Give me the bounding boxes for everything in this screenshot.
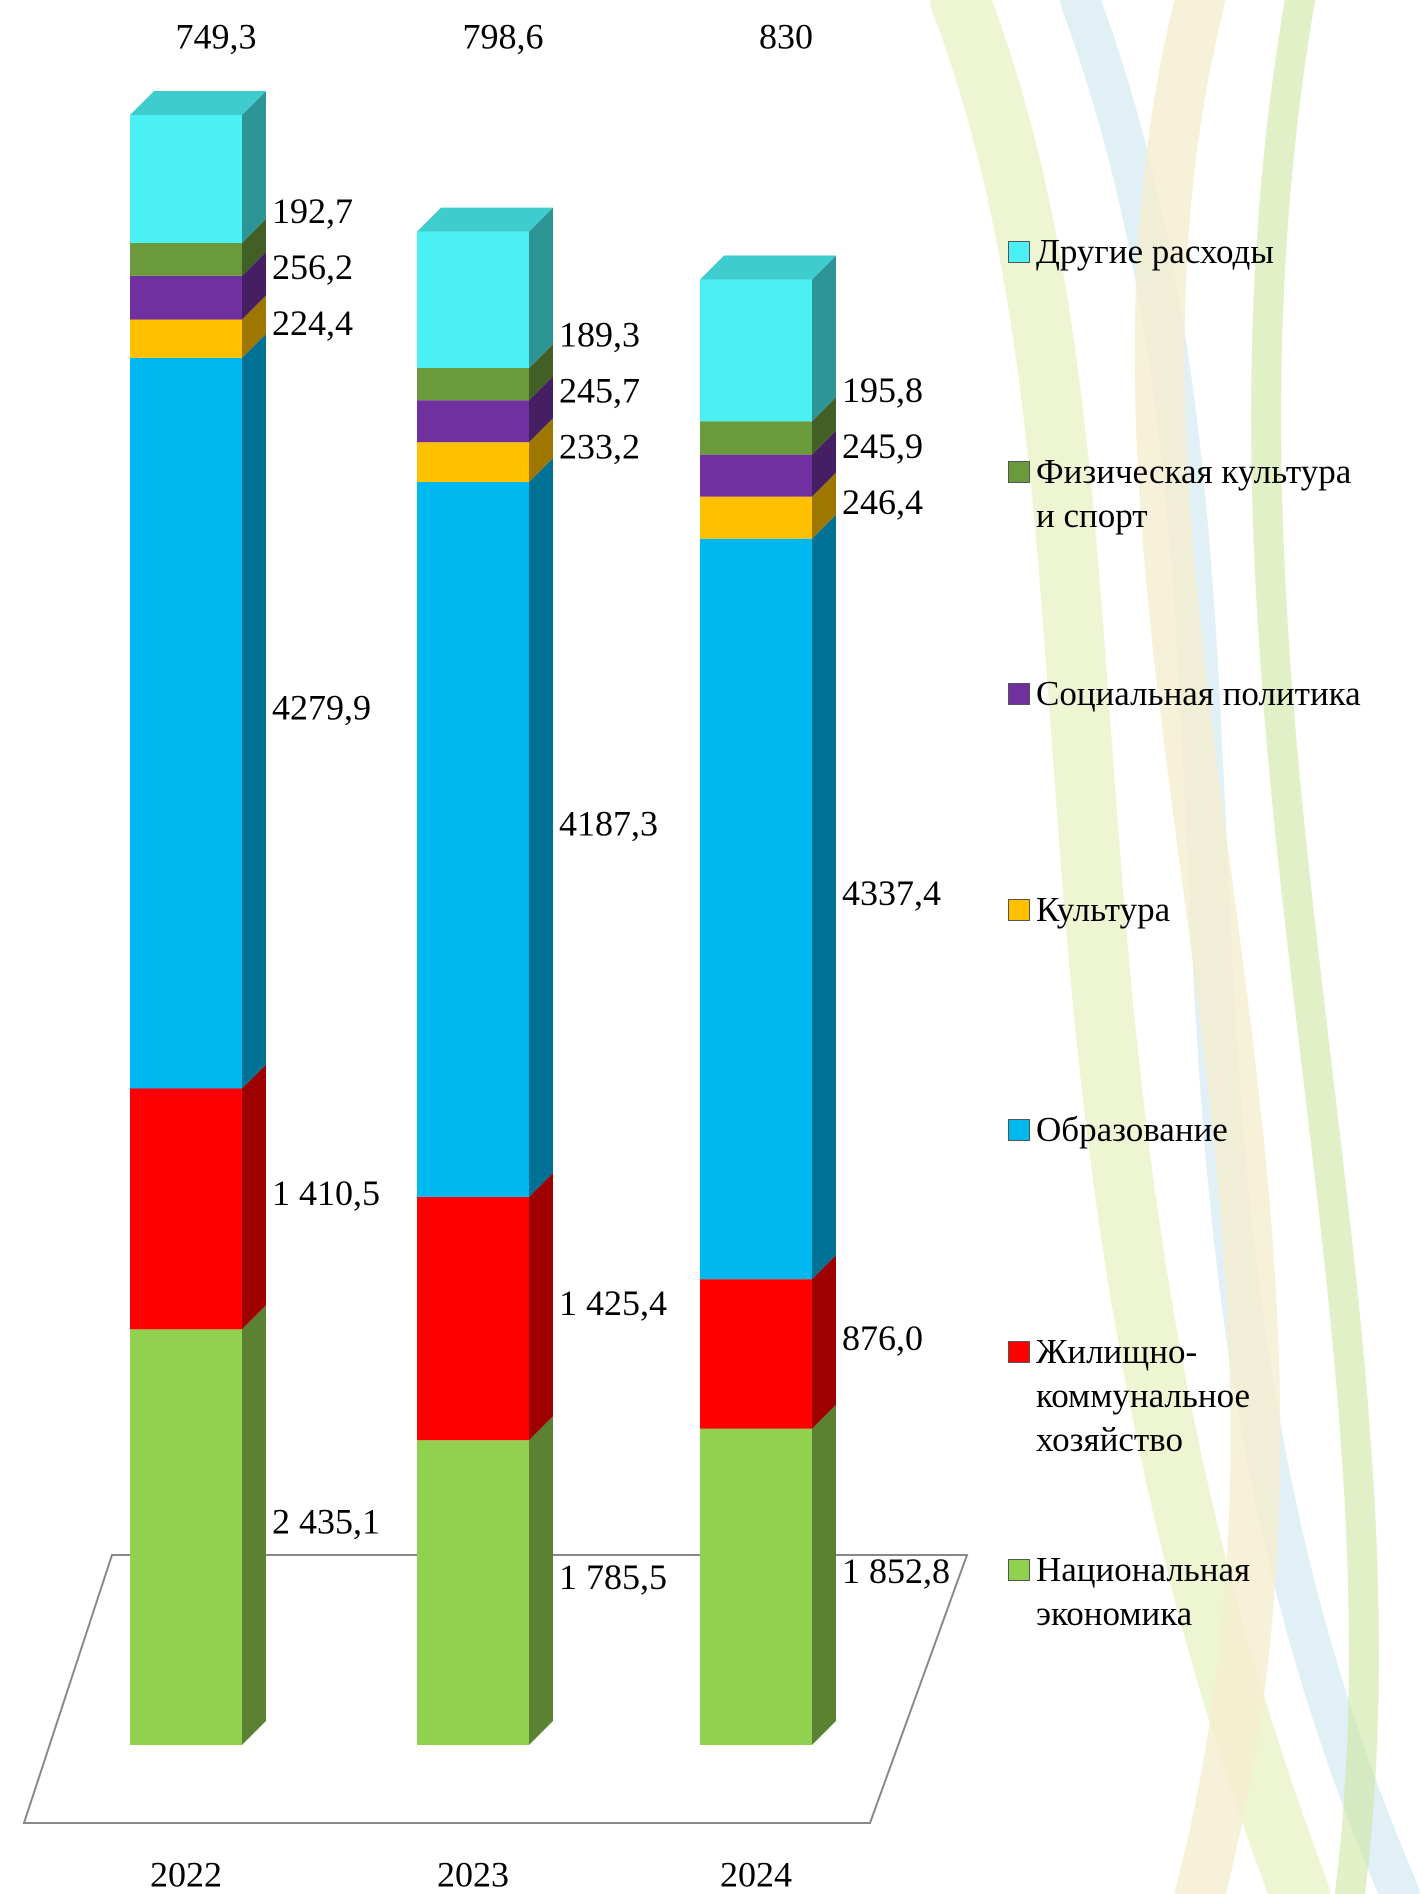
legend-swatch bbox=[1008, 683, 1030, 705]
value-label: 245,9 bbox=[842, 426, 923, 466]
x-tick-label: 2022 bbox=[150, 1854, 222, 1894]
legend-item: Образование bbox=[1008, 1108, 1408, 1152]
legend-swatch bbox=[1008, 461, 1030, 483]
legend-label: Культура bbox=[1036, 888, 1366, 932]
bar-segment bbox=[417, 458, 553, 1197]
legend-swatch bbox=[1008, 899, 1030, 921]
value-label: 224,4 bbox=[272, 303, 353, 343]
bar-side bbox=[529, 458, 553, 1197]
bar-segment bbox=[700, 1405, 836, 1745]
bar-front bbox=[700, 539, 812, 1279]
bar-front bbox=[130, 320, 242, 358]
bar-front bbox=[700, 1429, 812, 1745]
bar-side bbox=[812, 256, 836, 422]
bar-side bbox=[242, 1065, 266, 1330]
bar-segment bbox=[700, 256, 836, 422]
value-label: 1 410,5 bbox=[272, 1173, 380, 1213]
bar-segment bbox=[417, 1416, 553, 1745]
x-tick-label: 2024 bbox=[720, 1854, 792, 1894]
bar-front bbox=[130, 243, 242, 276]
legend-item: Социальная политика bbox=[1008, 672, 1408, 716]
bar-segment bbox=[130, 1305, 266, 1745]
bar-front bbox=[417, 232, 529, 368]
value-label: 4279,9 bbox=[272, 687, 371, 727]
bar-side bbox=[242, 334, 266, 1089]
x-tick-label: 2023 bbox=[437, 1854, 509, 1894]
value-label: 233,2 bbox=[559, 426, 640, 466]
bar-front bbox=[700, 455, 812, 497]
bar-front bbox=[130, 358, 242, 1089]
value-label: 256,2 bbox=[272, 247, 353, 287]
bar-side bbox=[812, 1255, 836, 1429]
bar-front bbox=[417, 400, 529, 442]
bar-front bbox=[417, 442, 529, 482]
bar-segment bbox=[417, 1173, 553, 1440]
legend-item: Культура bbox=[1008, 888, 1408, 932]
bar-front bbox=[130, 1329, 242, 1745]
bar-side bbox=[529, 1416, 553, 1745]
total-label: 830 bbox=[759, 16, 813, 56]
bar-side bbox=[242, 91, 266, 243]
bar-front bbox=[130, 276, 242, 320]
legend-label: Жилищно-коммунальное хозяйство bbox=[1036, 1330, 1366, 1462]
legend-swatch bbox=[1008, 241, 1030, 263]
value-label: 1 785,5 bbox=[559, 1557, 667, 1597]
bar-segment bbox=[700, 1255, 836, 1429]
value-label: 1 425,4 bbox=[559, 1283, 667, 1323]
value-label: 2 435,1 bbox=[272, 1501, 380, 1541]
bar-top bbox=[417, 208, 553, 232]
bar-front bbox=[700, 421, 812, 454]
legend-item: Национальная экономика bbox=[1008, 1548, 1408, 1636]
value-label: 192,7 bbox=[272, 191, 353, 231]
bar-front bbox=[417, 1440, 529, 1745]
bar-front bbox=[417, 368, 529, 400]
bar-segment bbox=[417, 208, 553, 368]
bar-side bbox=[529, 1173, 553, 1440]
legend-item: Физическая культура и спорт bbox=[1008, 450, 1408, 538]
page: 2 435,1 1 410,5 4279,9 224,4 256,2 192,7 749,3… bbox=[0, 0, 1423, 1894]
value-label: 195,8 bbox=[842, 370, 923, 410]
legend-label: Социальная политика bbox=[1036, 672, 1366, 716]
value-label: 189,3 bbox=[559, 314, 640, 354]
legend-label: Национальная экономика bbox=[1036, 1548, 1366, 1636]
bar-segment bbox=[130, 91, 266, 243]
legend-swatch bbox=[1008, 1559, 1030, 1581]
bar-front bbox=[417, 1197, 529, 1440]
bar-segment bbox=[130, 334, 266, 1089]
bar-segment bbox=[130, 1065, 266, 1330]
value-label: 4187,3 bbox=[559, 804, 658, 844]
bar-segment bbox=[700, 515, 836, 1279]
bar-top bbox=[700, 256, 836, 280]
total-label: 798,6 bbox=[463, 16, 544, 56]
bar-front bbox=[130, 1089, 242, 1330]
legend-label: Образование bbox=[1036, 1108, 1366, 1152]
total-label: 749,3 bbox=[176, 16, 257, 56]
bar-side bbox=[242, 1305, 266, 1745]
legend-label: Другие расходы bbox=[1036, 230, 1366, 274]
legend-item: Жилищно-коммунальное хозяйство bbox=[1008, 1330, 1408, 1462]
bar-front bbox=[130, 115, 242, 243]
value-label: 245,7 bbox=[559, 370, 640, 410]
value-label: 1 852,8 bbox=[842, 1551, 950, 1591]
bar-side bbox=[812, 515, 836, 1279]
bar-side bbox=[812, 1405, 836, 1745]
legend-swatch bbox=[1008, 1341, 1030, 1363]
bar-front bbox=[417, 482, 529, 1197]
value-label: 246,4 bbox=[842, 482, 923, 522]
bar-side bbox=[529, 208, 553, 368]
legend-swatch bbox=[1008, 1119, 1030, 1141]
legend-item: Другие расходы bbox=[1008, 230, 1408, 274]
bar-front bbox=[700, 1279, 812, 1429]
bar-front bbox=[700, 497, 812, 539]
value-label: 876,0 bbox=[842, 1318, 923, 1358]
bar-front bbox=[700, 280, 812, 422]
legend-label: Физическая культура и спорт bbox=[1036, 450, 1366, 538]
value-label: 4337,4 bbox=[842, 873, 941, 913]
